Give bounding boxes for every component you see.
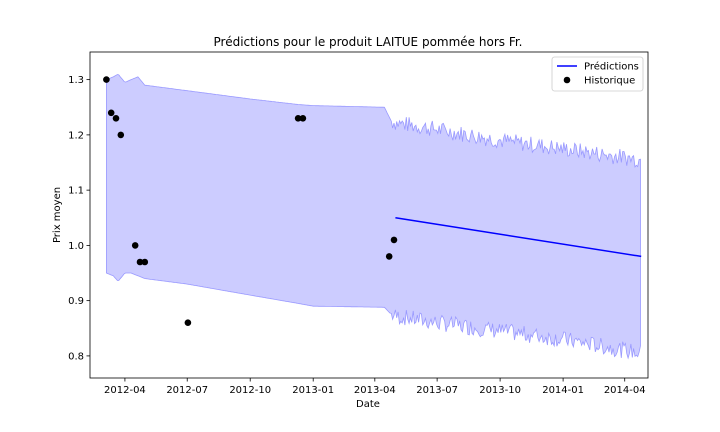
historical-point — [107, 109, 115, 117]
x-tick-label: 2012-04 — [104, 385, 146, 396]
chart-title: Prédictions pour le produit LAITUE pommé… — [214, 35, 523, 49]
x-tick-label: 2013-01 — [292, 385, 334, 396]
axes-frame — [89, 51, 649, 379]
y-tick-label: 1.0 — [68, 241, 84, 252]
historical-point — [385, 253, 393, 260]
legend-marker-swatch — [563, 76, 571, 84]
y-tick-label: 1.2 — [68, 130, 84, 141]
historical-point — [103, 76, 110, 83]
legend-label-historique: Historique — [584, 76, 635, 87]
historical-point — [299, 115, 307, 122]
historical-point — [390, 236, 398, 244]
y-tick-label: 0.8 — [68, 351, 84, 362]
x-tick-label: 2012-07 — [166, 385, 208, 396]
x-tick-label: 2014-01 — [542, 385, 584, 396]
y-tick-label: 1.3 — [68, 75, 84, 86]
historical-point — [131, 242, 139, 249]
historical-point — [294, 115, 302, 122]
historical-point — [136, 258, 144, 266]
x-axis-label: Date — [356, 399, 380, 410]
x-tick-label: 2012-10 — [229, 385, 271, 396]
legend-label-predictions: Prédictions — [584, 61, 639, 73]
historical-point — [184, 319, 192, 327]
x-tick-label: 2014-04 — [604, 385, 646, 396]
historical-point — [141, 258, 149, 266]
historical-point — [112, 115, 120, 122]
x-tick-label: 2013-07 — [416, 385, 458, 396]
x-tick-label: 2013-10 — [479, 385, 521, 396]
y-tick-label: 0.9 — [68, 296, 84, 307]
prediction-interval-band — [106, 74, 641, 360]
legend: Prédictions Historique — [551, 56, 644, 92]
historical-point — [117, 131, 125, 139]
x-tick-label: 2013-04 — [354, 385, 396, 396]
y-axis-label: Prix moyen — [52, 187, 63, 243]
prediction-line — [395, 217, 642, 258]
y-tick-label: 1.1 — [68, 186, 84, 197]
plot-area: 2012-04 2012-07 2012-10 2013-01 2013-04 2013-… — [68, 51, 649, 396]
